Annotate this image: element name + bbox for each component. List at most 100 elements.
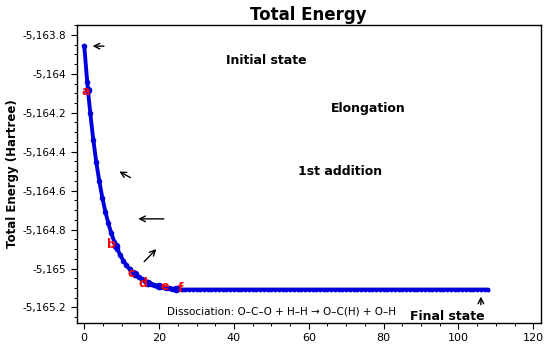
Point [211,287,219,292]
Text: b: b [107,238,116,251]
Point [316,287,324,292]
Point [137,277,146,282]
Point [372,287,381,292]
Point [98,195,107,200]
Point [368,287,377,292]
Text: Dissociation: O–C–O + H–H → O–C(H) + O–H: Dissociation: O–C–O + H–H → O–C(H) + O–H [167,306,395,316]
Point [143,280,152,285]
Point [293,287,302,292]
Point [447,287,455,292]
Text: Initial state: Initial state [227,54,307,67]
Point [480,287,489,292]
Point [405,287,414,292]
Point [173,287,182,292]
Point [357,287,366,292]
Point [267,287,276,292]
Point [112,243,120,249]
Point [416,287,425,292]
Point [185,287,194,292]
Point [439,287,448,292]
Point [349,287,358,292]
Point [214,287,223,292]
Point [192,287,201,292]
Text: Elongation: Elongation [331,102,406,115]
Point [428,287,437,292]
Point [402,287,410,292]
Point [152,283,161,289]
Point [84,87,92,93]
Point [360,287,369,292]
Point [297,287,306,292]
Point [119,258,128,263]
Point [458,287,466,292]
Point [376,287,384,292]
Point [454,287,463,292]
Point [222,287,231,292]
Point [80,43,89,49]
Point [95,179,104,184]
Point [345,287,354,292]
Point [155,284,164,289]
Point [312,287,321,292]
Point [327,287,336,292]
Point [245,287,254,292]
Point [233,287,242,292]
Point [144,280,152,285]
Point [113,246,122,252]
Point [218,287,227,292]
Point [420,287,429,292]
Point [476,287,485,292]
Point [289,287,298,292]
Point [241,287,250,292]
Point [140,279,149,284]
Point [101,209,110,214]
Point [473,287,482,292]
Point [308,287,317,292]
Point [432,287,441,292]
Point [334,287,343,292]
Point [229,287,238,292]
Point [204,287,212,292]
Y-axis label: Total Energy (Hartree): Total Energy (Hartree) [6,100,19,248]
Point [274,287,283,292]
Point [170,286,179,292]
Text: 1st addition: 1st addition [298,165,382,178]
Point [92,159,101,165]
Text: Final state: Final state [410,310,485,323]
Point [146,281,155,287]
Point [424,287,433,292]
Point [128,269,137,275]
Point [323,287,332,292]
Point [409,287,418,292]
Text: f: f [178,282,183,295]
Point [110,239,119,245]
Point [161,285,170,290]
Point [398,287,406,292]
Point [134,275,143,280]
Point [394,287,403,292]
Point [116,253,125,258]
Point [125,266,134,272]
Point [122,262,131,268]
Point [207,287,216,292]
Point [155,284,163,289]
Title: Total Energy: Total Energy [250,6,367,23]
Point [387,287,395,292]
Point [338,287,347,292]
Point [450,287,459,292]
Point [130,272,139,277]
Text: c: c [127,267,135,280]
Point [353,287,362,292]
Point [256,287,265,292]
Point [196,287,205,292]
Point [413,287,422,292]
Point [104,221,113,226]
Point [331,287,339,292]
Point [436,287,444,292]
Point [149,282,158,288]
Point [469,287,478,292]
Point [263,287,272,292]
Point [177,287,186,292]
Point [465,287,474,292]
Point [200,287,208,292]
